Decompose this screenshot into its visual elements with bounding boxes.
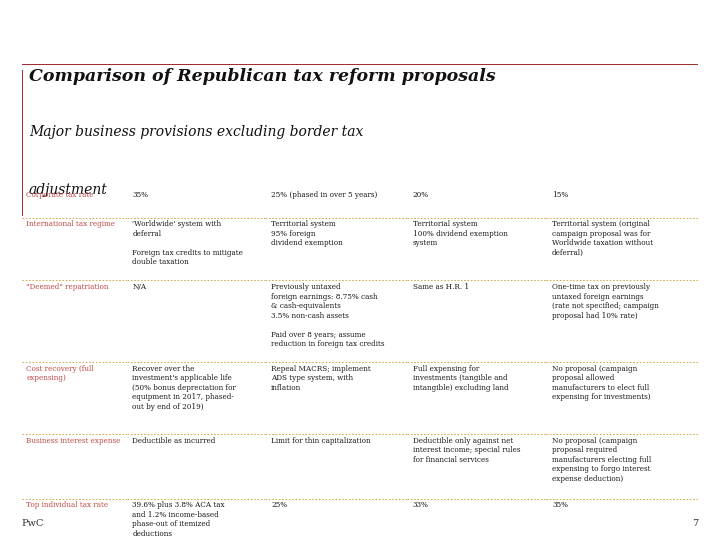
Text: Current law: Current law (168, 175, 224, 183)
Text: Deductible as incurred: Deductible as incurred (132, 437, 216, 444)
Text: Comparison of Republican tax reform proposals: Comparison of Republican tax reform prop… (29, 68, 495, 85)
Text: One-time tax on previously
untaxed foreign earnings
(rate not specified; campaig: One-time tax on previously untaxed forei… (552, 284, 659, 320)
Text: International tax regime: International tax regime (26, 220, 115, 228)
Text: Full expensing for
investments (tangible and
intangible) excluding land: Full expensing for investments (tangible… (413, 365, 508, 392)
Text: Territorial system
95% foreign
dividend exemption: Territorial system 95% foreign dividend … (271, 220, 343, 247)
Text: Repeal MACRS; implement
ADS type system, with
inflation: Repeal MACRS; implement ADS type system,… (271, 365, 371, 392)
Text: "Deemed" repatriation: "Deemed" repatriation (26, 284, 109, 291)
Text: 35%: 35% (132, 191, 148, 199)
Text: adjustment: adjustment (29, 183, 108, 197)
Text: Cost recovery (full
expensing): Cost recovery (full expensing) (26, 365, 94, 382)
Text: 2014 Camp bill(H.R. 1): 2014 Camp bill(H.R. 1) (282, 175, 391, 183)
Text: 20%: 20% (413, 191, 429, 199)
Text: Proposal: Proposal (54, 175, 95, 183)
Text: Corporate tax rate: Corporate tax rate (26, 191, 94, 199)
Text: Top individual tax rate: Top individual tax rate (26, 501, 108, 509)
Text: Recover over the
investment's applicable life
(50% bonus depreciation for
equipm: Recover over the investment's applicable… (132, 365, 236, 411)
Text: No proposal (campaign
proposal allowed
manufacturers to elect full
expensing for: No proposal (campaign proposal allowed m… (552, 365, 651, 401)
Text: Territorial system (original
campaign proposal was for
Worldwide taxation withou: Territorial system (original campaign pr… (552, 220, 653, 257)
Text: 35%: 35% (552, 501, 568, 509)
Text: Territorial system
100% dividend exemption
system: Territorial system 100% dividend exempti… (413, 220, 508, 247)
Text: 33%: 33% (413, 501, 428, 509)
Text: Business interest expense: Business interest expense (26, 437, 120, 444)
Text: Limit for thin capitalization: Limit for thin capitalization (271, 437, 371, 444)
Text: PwC: PwC (22, 519, 44, 528)
Text: 7: 7 (692, 519, 698, 528)
Text: Deductible only against net
interest income; special rules
for financial service: Deductible only against net interest inc… (413, 437, 521, 464)
Text: N/A: N/A (132, 284, 146, 291)
Text: 25% (phased in over 5 years): 25% (phased in over 5 years) (271, 191, 377, 199)
Text: White House: White House (592, 175, 652, 183)
Text: 25%: 25% (271, 501, 287, 509)
Text: No proposal (campaign
proposal required
manufacturers electing full
expensing to: No proposal (campaign proposal required … (552, 437, 651, 483)
Text: Major business provisions excluding border tax: Major business provisions excluding bord… (29, 125, 363, 139)
Text: 2016 House GOP blueprint: 2016 House GOP blueprint (413, 175, 540, 183)
Text: 15%: 15% (552, 191, 568, 199)
Text: 39.6% plus 3.8% ACA tax
and 1.2% income-based
phase-out of itemized
deductions: 39.6% plus 3.8% ACA tax and 1.2% income-… (132, 501, 225, 538)
Text: Same as H.R. 1: Same as H.R. 1 (413, 284, 469, 291)
Text: 'Worldwide' system with
deferral

Foreign tax credits to mitigate
double taxatio: 'Worldwide' system with deferral Foreign… (132, 220, 243, 266)
Text: Previously untaxed
foreign earnings: 8.75% cash
& cash-equivalents
3.5% non-cash: Previously untaxed foreign earnings: 8.7… (271, 284, 384, 348)
